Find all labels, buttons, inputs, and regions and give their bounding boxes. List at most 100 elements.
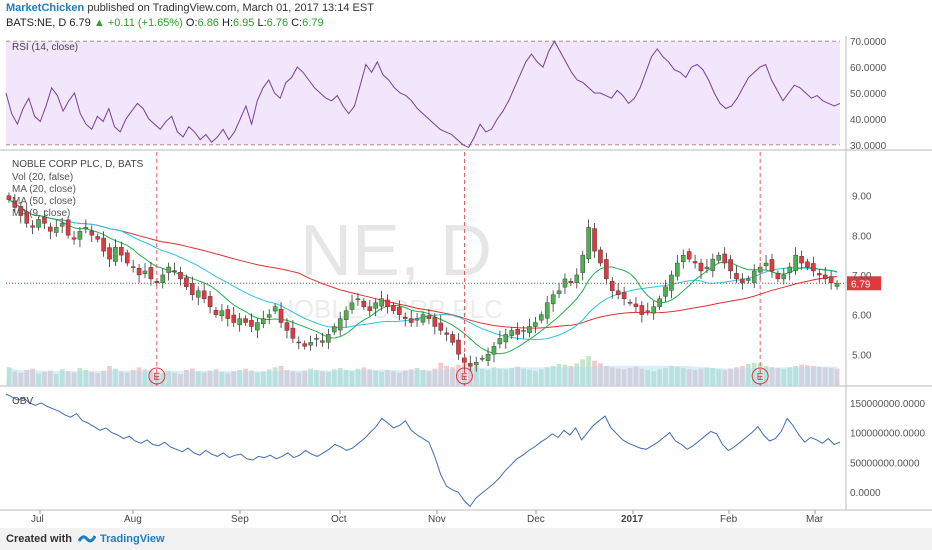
candle-body <box>166 266 171 273</box>
candle-body <box>580 254 585 273</box>
volume-bar <box>521 368 526 386</box>
obv-tick-label: 100000000.0000 <box>850 429 926 440</box>
candle-body <box>278 308 284 323</box>
candle-body <box>468 363 473 367</box>
volume-bar <box>562 364 568 386</box>
volume-bar <box>148 370 154 386</box>
candle-body <box>255 322 260 331</box>
candle-body <box>284 322 290 331</box>
volume-bar <box>136 367 142 386</box>
volume-bar <box>320 371 325 386</box>
volume-bar <box>621 369 627 386</box>
ma-50-line <box>8 199 838 329</box>
volume-bar <box>757 363 763 386</box>
volume-bar <box>219 372 225 386</box>
candle-body <box>71 237 77 240</box>
volume-bar <box>314 370 319 386</box>
volume-bar <box>710 368 716 386</box>
candle-body <box>367 306 373 311</box>
volume-bar <box>799 364 804 386</box>
volume-bar <box>18 372 24 386</box>
candle-body <box>799 256 804 264</box>
volume-bar <box>775 368 781 386</box>
candle-body <box>65 219 71 236</box>
candle-body <box>343 310 349 320</box>
volume-bar <box>580 359 586 386</box>
volume-bar <box>130 370 136 386</box>
x-tick-label: Nov <box>428 514 446 525</box>
candle-body <box>95 236 100 240</box>
candle-body <box>379 298 384 307</box>
volume-bar <box>255 372 260 386</box>
volume-bar <box>669 366 674 386</box>
candle-body <box>130 266 136 268</box>
candle-body <box>237 318 242 326</box>
volume-bar <box>704 367 710 386</box>
candle-body <box>24 211 29 224</box>
volume-bar <box>444 366 450 386</box>
last-price-label: 6.79 <box>851 279 871 290</box>
tradingview-brand[interactable]: TradingView <box>100 533 165 545</box>
volume-bar <box>113 368 118 386</box>
volume-bar <box>77 368 83 386</box>
candle-body <box>326 334 331 343</box>
volume-bar <box>462 360 467 386</box>
volume-bar <box>639 368 645 386</box>
candle-body <box>414 318 420 321</box>
x-tick-label: Feb <box>720 514 738 525</box>
candle-body <box>473 362 479 366</box>
volume-bar <box>603 366 609 386</box>
candle-body <box>249 319 254 327</box>
obv-tick-label: 50000000.0000 <box>850 458 920 469</box>
candle-body <box>544 302 550 319</box>
volume-bar <box>509 368 515 386</box>
volume-bar <box>296 372 302 386</box>
low-label: L: <box>257 17 267 29</box>
candle-body <box>136 268 142 276</box>
candle-body <box>42 216 47 224</box>
candle-body <box>148 267 154 280</box>
volume-bar <box>751 362 757 386</box>
volume-bar <box>734 367 739 386</box>
volume-bar <box>166 371 172 386</box>
rsi-title: RSI (14, close) <box>12 42 78 53</box>
volume-bar <box>36 373 41 386</box>
rsi-tick-label: 70.0000 <box>850 37 887 48</box>
candle-body <box>231 314 236 323</box>
volume-bar <box>645 370 651 386</box>
price-change: ▲ +0.11 (+1.65%) <box>93 17 183 29</box>
candle-body <box>385 299 390 307</box>
candle-body <box>89 230 95 236</box>
candle-body <box>680 254 686 263</box>
high-label: H: <box>222 17 233 29</box>
candle-body <box>675 262 680 277</box>
candle-body <box>391 305 396 311</box>
volume-bar <box>828 368 834 386</box>
volume-bar <box>467 363 473 386</box>
candle-body <box>266 314 272 318</box>
volume-bar <box>674 366 680 386</box>
volume-bar <box>438 362 444 386</box>
chart-header: MarketChicken published on TradingView.c… <box>6 2 374 15</box>
candle-body <box>119 246 124 256</box>
candle-body <box>763 262 769 267</box>
volume-bar <box>42 372 47 386</box>
candle-body <box>373 302 378 309</box>
rsi-tick-label: 60.0000 <box>850 63 887 74</box>
volume-bar <box>574 363 580 386</box>
author-link[interactable]: MarketChicken <box>6 2 85 14</box>
volume-bar <box>456 364 461 386</box>
volume-bar <box>308 368 313 386</box>
low-value: 6.76 <box>266 17 289 29</box>
candle-body <box>361 300 367 307</box>
volume-bar <box>30 368 35 386</box>
close-value: 6.79 <box>302 17 324 29</box>
volume-bar <box>331 369 337 386</box>
price-tick-label: 8.00 <box>852 231 872 242</box>
volume-bar <box>101 370 106 386</box>
candle-body <box>598 249 603 264</box>
candle-body <box>18 206 24 216</box>
watermark-symbol: NE, D <box>300 211 492 291</box>
candle-body <box>740 278 745 284</box>
chart-canvas[interactable]: RSI (14, close) 70.0000 60.0000 50.0000 40.0… <box>0 0 932 528</box>
